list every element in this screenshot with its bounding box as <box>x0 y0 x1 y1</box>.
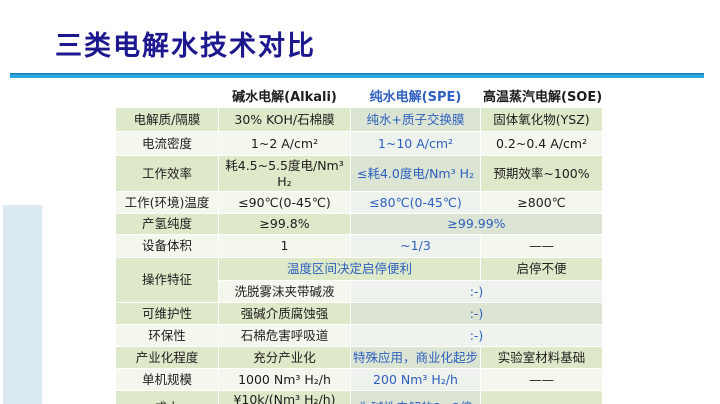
cell-soe: 预期效率~100% <box>480 155 603 193</box>
table-row: 可维护性 强碱介质腐蚀强 :-) <box>115 302 603 326</box>
cell-alkali: 1 <box>218 234 351 259</box>
row-label: 电解质/隔膜 <box>115 107 219 133</box>
cell-alkali: 洗脱雾沫夹带碱液 <box>218 280 351 304</box>
header-empty-cell <box>115 87 219 109</box>
title-divider-line <box>10 73 704 78</box>
cell-spe-soe-merged: :-) <box>350 280 603 304</box>
header-soe: 高温蒸汽电解(SOE) <box>480 87 603 109</box>
table-row: 工作(环境)温度 ≤90℃(0-45℃) ≤80℃(0-45℃) ≥800℃ <box>115 191 603 215</box>
row-label: 工作效率 <box>115 155 219 193</box>
table-row: 电流密度 1~2 A/cm² 1~10 A/cm² 0.2~0.4 A/cm² <box>115 131 603 157</box>
row-label: 单机规模 <box>115 368 219 392</box>
cell-alkali: 石棉危害呼吸道 <box>218 324 351 348</box>
row-label: 可维护性 <box>115 302 219 326</box>
cell-spe: ≤80℃(0-45℃) <box>350 191 481 215</box>
row-label: 工作(环境)温度 <box>115 191 219 215</box>
table-header-row: 碱水电解(Alkali) 纯水电解(SPE) 高温蒸汽电解(SOE) <box>115 87 603 109</box>
cell-spe-soe-merged: ≥99.99% <box>350 213 603 236</box>
table-row: 环保性 石棉危害呼吸道 :-) <box>115 324 603 348</box>
header-alkali: 碱水电解(Alkali) <box>218 87 351 109</box>
table-row: 电解质/隔膜 30% KOH/石棉膜 纯水+质子交换膜 固体氧化物(YSZ) <box>115 107 603 133</box>
cell-alkali: ≤90℃(0-45℃) <box>218 191 351 215</box>
cell-soe: —— <box>480 368 603 392</box>
table-row: 操作特征 温度区间决定启停便利 启停不便 <box>115 257 603 304</box>
cell-alkali: 1000 Nm³ H₂/h <box>218 368 351 392</box>
cell-spe: ~1/3 <box>350 234 481 259</box>
cell-soe: 固体氧化物(YSZ) <box>480 107 603 133</box>
cell-alkali: 30% KOH/石棉膜 <box>218 107 351 133</box>
cell-alkali: 强碱介质腐蚀强 <box>218 302 351 326</box>
row-label: 环保性 <box>115 324 219 348</box>
left-edge-decoration <box>3 205 42 404</box>
cell-soe: 启停不便 <box>480 257 603 282</box>
row-label: 电流密度 <box>115 131 219 157</box>
table-row: 洗脱雾沫夹带碱液 :-) <box>116 280 603 304</box>
cell-alkali: ≥99.8% <box>218 213 351 236</box>
row-label: 操作特征 <box>115 257 219 304</box>
cell-alkali-spe-merged: 温度区间决定启停便利 <box>218 257 481 282</box>
cell-alkali: 1~2 A/cm² <box>218 131 351 157</box>
row-label: 设备体积 <box>115 234 219 259</box>
cell-spe: 纯水+质子交换膜 <box>350 107 481 133</box>
cost-line-1: ¥10k/(Nm³ H₂/h) <box>233 392 336 404</box>
cell-spe: ≤耗4.0度电/Nm³ H₂ <box>350 155 481 193</box>
cell-soe: 实验室材料基础 <box>480 346 603 370</box>
cell-alkali: 耗4.5~5.5度电/Nm³ H₂ <box>218 155 351 193</box>
cell-spe-soe-merged: :-) <box>350 302 603 326</box>
row-label: 成本 <box>115 390 219 404</box>
cell-soe: —— <box>480 234 603 259</box>
table-row: 设备体积 1 ~1/3 —— <box>115 234 603 259</box>
page-title: 三类电解水技术对比 <box>55 31 316 62</box>
cell-spe: 200 Nm³ H₂/h <box>350 368 481 392</box>
table-row: 产氢纯度 ≥99.8% ≥99.99% <box>115 213 603 236</box>
table-row: 成本 ¥10k/(Nm³ H₂/h) ~¥2k/kW装机 为碱性电解的2~3倍 … <box>115 390 603 404</box>
cell-alkali: ¥10k/(Nm³ H₂/h) ~¥2k/kW装机 <box>218 390 351 404</box>
comparison-table-container: 碱水电解(Alkali) 纯水电解(SPE) 高温蒸汽电解(SOE) 电解质/隔… <box>115 87 603 404</box>
table-row: 产业化程度 充分产业化 特殊应用，商业化起步 实验室材料基础 <box>115 346 603 370</box>
cell-soe: —— <box>480 390 603 404</box>
cell-spe: 为碱性电解的2~3倍 <box>350 390 481 404</box>
row-label: 产氢纯度 <box>115 213 219 236</box>
header-spe: 纯水电解(SPE) <box>350 87 481 109</box>
row-label: 产业化程度 <box>115 346 219 370</box>
cell-alkali: 充分产业化 <box>218 346 351 370</box>
cell-spe-soe-merged: :-) <box>350 324 603 348</box>
table-row: 单机规模 1000 Nm³ H₂/h 200 Nm³ H₂/h —— <box>115 368 603 392</box>
electrolysis-comparison-table: 碱水电解(Alkali) 纯水电解(SPE) 高温蒸汽电解(SOE) 电解质/隔… <box>115 87 603 404</box>
cell-spe: 特殊应用，商业化起步 <box>350 346 481 370</box>
cell-soe: 0.2~0.4 A/cm² <box>480 131 603 157</box>
cell-spe: 1~10 A/cm² <box>350 131 481 157</box>
cell-soe: ≥800℃ <box>480 191 603 215</box>
table-row: 工作效率 耗4.5~5.5度电/Nm³ H₂ ≤耗4.0度电/Nm³ H₂ 预期… <box>115 155 603 193</box>
